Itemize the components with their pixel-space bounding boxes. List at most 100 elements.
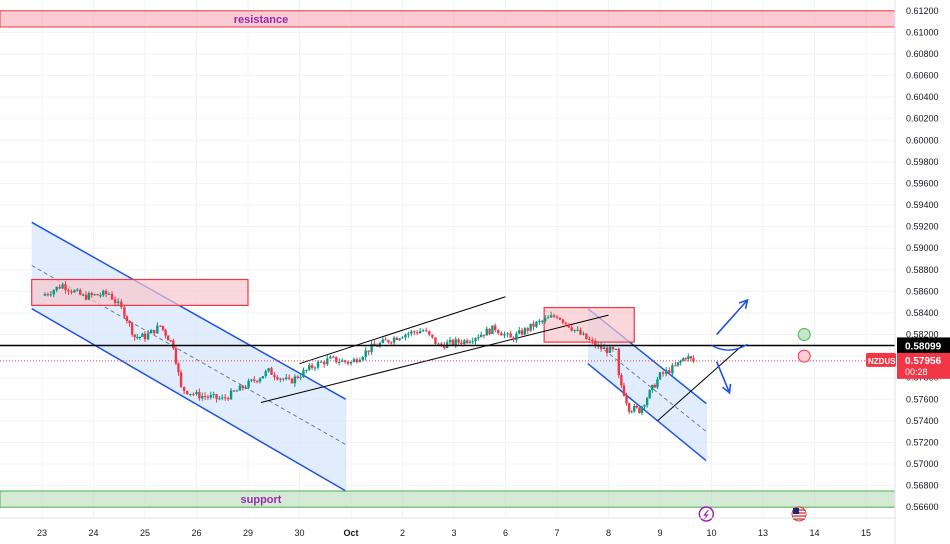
support-zone — [0, 490, 896, 508]
time-tick-label: 8 — [606, 528, 611, 538]
candle-body — [250, 379, 253, 381]
candle-body — [526, 328, 530, 331]
candle-body — [364, 350, 367, 358]
candle-body — [264, 371, 267, 377]
candle-body — [684, 358, 687, 360]
channel-lower-line — [31, 307, 347, 492]
time-tick-label: Oct — [343, 528, 358, 538]
candle-body — [488, 328, 491, 335]
candle-body — [424, 330, 428, 332]
candle-body — [410, 331, 413, 334]
candle-body — [384, 339, 387, 341]
candle-body — [143, 333, 147, 340]
candle-body — [358, 359, 362, 363]
candle-body — [676, 362, 680, 366]
candle-body — [679, 360, 682, 363]
candle-body — [235, 390, 239, 392]
time-tick-label: 10 — [706, 528, 716, 538]
candle-body — [61, 284, 64, 289]
candle-body — [643, 405, 646, 407]
candle-body — [640, 406, 644, 413]
candle-body — [43, 294, 47, 296]
candle-body — [305, 369, 308, 371]
price-tick-label: 0.58800 — [906, 265, 939, 275]
price-tick-label: 0.60800 — [906, 49, 939, 59]
candle-body — [620, 375, 623, 386]
candle-body — [407, 333, 410, 335]
candle-body — [541, 320, 544, 322]
time-tick-label: 6 — [503, 528, 508, 538]
candle-body — [232, 390, 236, 392]
candle-body — [166, 335, 170, 341]
candle-body — [258, 378, 262, 382]
candle-body — [179, 372, 183, 387]
candle-body — [76, 289, 79, 291]
candle-body — [418, 331, 422, 334]
candle-body — [58, 286, 61, 289]
candle-body — [518, 330, 521, 334]
candle-body — [130, 323, 134, 335]
candle-body — [398, 338, 401, 340]
candle-body — [361, 357, 364, 360]
candle-body — [367, 350, 370, 353]
candle-body — [431, 334, 434, 338]
candle-body — [494, 325, 497, 331]
candle-body — [661, 372, 665, 374]
time-tick-label: 30 — [294, 528, 304, 538]
candle-body — [102, 290, 105, 296]
zones: resistance support — [0, 10, 896, 508]
candle-body — [125, 316, 129, 322]
time-tick-label: 14 — [809, 528, 819, 538]
candle-body — [591, 339, 594, 341]
time-tick-label: 9 — [657, 528, 662, 538]
projection-arrow — [715, 361, 731, 394]
candle-body — [401, 337, 404, 339]
candle-body — [614, 348, 618, 350]
candle-body — [113, 299, 117, 304]
candle-body — [635, 405, 639, 408]
candle-body — [561, 319, 565, 323]
candle-body — [138, 336, 142, 338]
price-tick-label: 0.61200 — [906, 6, 939, 16]
candle-body — [477, 337, 480, 339]
candle-body — [308, 365, 311, 370]
candle-body — [212, 394, 215, 396]
candle-body — [182, 386, 186, 391]
flag-canton — [793, 508, 800, 514]
price-tick-label: 0.57200 — [906, 437, 939, 447]
candle-body — [448, 339, 452, 343]
candle-body — [437, 343, 440, 345]
candle-body — [326, 358, 329, 365]
candle-body — [535, 321, 538, 327]
candle-body — [55, 286, 58, 291]
candle-body — [520, 330, 524, 335]
candle-body — [689, 356, 693, 359]
candle-body — [451, 339, 455, 345]
candle-body — [387, 340, 390, 343]
candle-body — [692, 358, 695, 362]
price-tick-label: 0.57400 — [906, 416, 939, 426]
grid — [0, 0, 895, 518]
candle-body — [273, 374, 276, 378]
candle-body — [653, 384, 657, 388]
candle-body — [482, 334, 486, 336]
trend-line — [299, 296, 506, 365]
candle-body — [164, 329, 167, 336]
candle-body — [52, 290, 55, 295]
candle-body — [625, 395, 628, 404]
candle-body — [93, 294, 96, 296]
candle-body — [241, 385, 245, 389]
candle-body — [296, 376, 299, 378]
channel-fill — [31, 222, 346, 492]
price-tick-label: 0.57600 — [906, 394, 939, 404]
candle-body — [567, 323, 570, 328]
candle-body — [247, 380, 250, 388]
price-tick-label: 0.60000 — [906, 135, 939, 145]
candle-body — [546, 317, 550, 319]
candle-body — [585, 333, 588, 339]
time-tick-label: 29 — [243, 528, 253, 538]
candle-body — [630, 411, 633, 413]
candle-body — [506, 333, 509, 335]
time-tick-label: 7 — [554, 528, 559, 538]
